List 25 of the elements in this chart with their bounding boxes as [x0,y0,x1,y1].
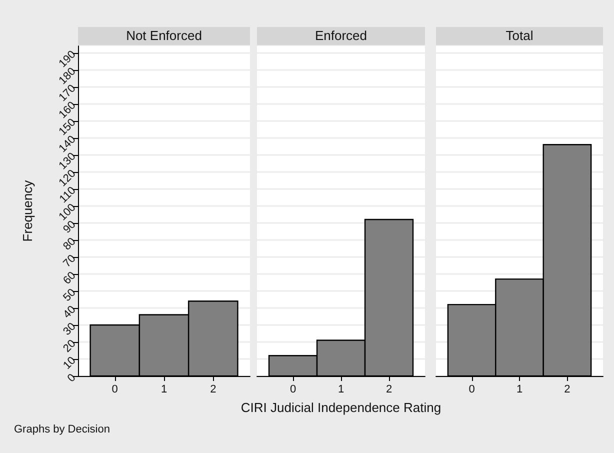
x-tick-label: 1 [516,384,523,396]
y-tick-label: 60 [61,270,78,287]
x-tick-label: 1 [338,384,344,396]
x-tick-label: 2 [564,384,570,396]
x-tick-label: 2 [386,384,392,396]
y-tick-label: 90 [61,218,78,236]
y-tick-label: 0 [65,372,78,385]
y-tick-label: 20 [61,338,78,355]
chart-title: Enforced [257,27,425,45]
text: Graphs by Decision [14,424,110,436]
chart-title: Total [436,27,603,45]
x-tick-label: 1 [160,384,168,396]
y-tick-label: 40 [61,304,78,321]
x-tick-label: 2 [210,384,216,396]
y-tick-label: 70 [61,252,78,270]
y-tick-label: 80 [61,236,78,253]
y-tick-label: 30 [61,320,78,338]
x-axis-title: CIRI Judicial Independence Rating [240,400,442,415]
x-tick-label: 0 [112,384,118,396]
y-axis-title: Frequency [20,180,35,242]
x-tick-label: 0 [468,384,475,396]
x-tick-label: 0 [290,384,296,396]
y-tick-label: 10 [61,354,78,372]
y-tick-label: 50 [61,286,78,304]
chart-title: Not Enforced [78,27,250,45]
